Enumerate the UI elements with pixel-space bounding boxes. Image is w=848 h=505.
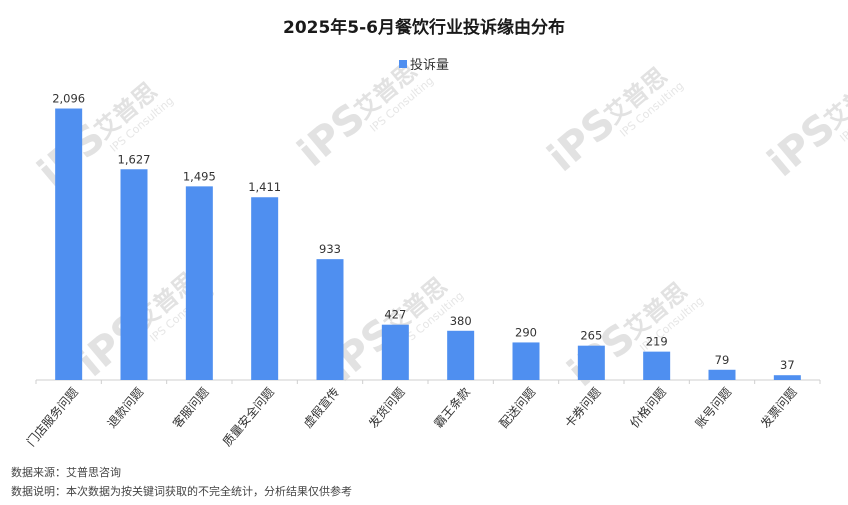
- bar: [577, 345, 605, 380]
- bar-value-label: 427: [384, 308, 406, 322]
- bar: [185, 186, 213, 380]
- x-tick-label: 发货问题: [365, 384, 407, 430]
- bar: [55, 108, 83, 380]
- bar-value-label: 380: [450, 314, 472, 328]
- bar: [251, 197, 279, 380]
- x-tick-label: 门店服务问题: [23, 384, 81, 449]
- x-tick-label: 质量安全问题: [219, 384, 277, 449]
- bar: [773, 375, 801, 380]
- legend-swatch: [399, 60, 407, 68]
- x-tick-label: 退款问题: [105, 385, 147, 431]
- x-tick-label: 发票问题: [757, 384, 799, 430]
- bar-value-label: 1,495: [183, 169, 216, 183]
- bars-group: [55, 108, 801, 380]
- data-labels-group: 2,096 1,627 1,495 1,411 933 427 380 290 265 219 79…: [52, 92, 794, 373]
- x-tick-label: 霸王条款: [431, 385, 473, 431]
- bar: [120, 169, 148, 380]
- x-tick-label: 卡券问题: [561, 384, 603, 430]
- bar: [316, 259, 344, 380]
- bar-value-label: 79: [715, 353, 730, 367]
- bar-value-label: 219: [646, 335, 668, 349]
- explanation-note: 数据说明：本次数据为按关键词获取的不完全统计，分析结果仅供参考: [11, 484, 352, 498]
- legend-label: 投诉量: [410, 57, 449, 73]
- bar-value-label: 1,411: [248, 180, 281, 194]
- bar-value-label: 37: [780, 358, 795, 372]
- bar-value-label: 933: [319, 242, 341, 256]
- x-tick-label: 账号问题: [693, 385, 735, 431]
- x-tick-labels-group: 门店服务问题 退款问题 客服问题 质量安全问题 虚假宣传 发货问题 霸王条款 配送问题 卡券问题…: [23, 380, 821, 449]
- x-tick-label: 虚假宣传: [300, 384, 342, 430]
- legend: 投诉量: [399, 57, 449, 73]
- bar-value-label: 290: [515, 325, 537, 339]
- bar-value-label: 1,627: [118, 152, 151, 166]
- bar-value-label: 265: [580, 329, 602, 343]
- bar: [447, 330, 475, 380]
- bar: [512, 342, 540, 380]
- source-note: 数据来源：艾普思咨询: [11, 465, 121, 479]
- chart-title: 2025年5-6月餐饮行业投诉缘由分布: [283, 17, 565, 38]
- x-tick-label: 配送问题: [496, 384, 538, 430]
- bar-value-label: 2,096: [52, 92, 85, 106]
- bar: [643, 351, 671, 380]
- bar: [708, 369, 736, 380]
- bar: [381, 324, 409, 380]
- x-tick-label: 价格问题: [627, 384, 669, 430]
- x-tick-label: 客服问题: [169, 384, 211, 430]
